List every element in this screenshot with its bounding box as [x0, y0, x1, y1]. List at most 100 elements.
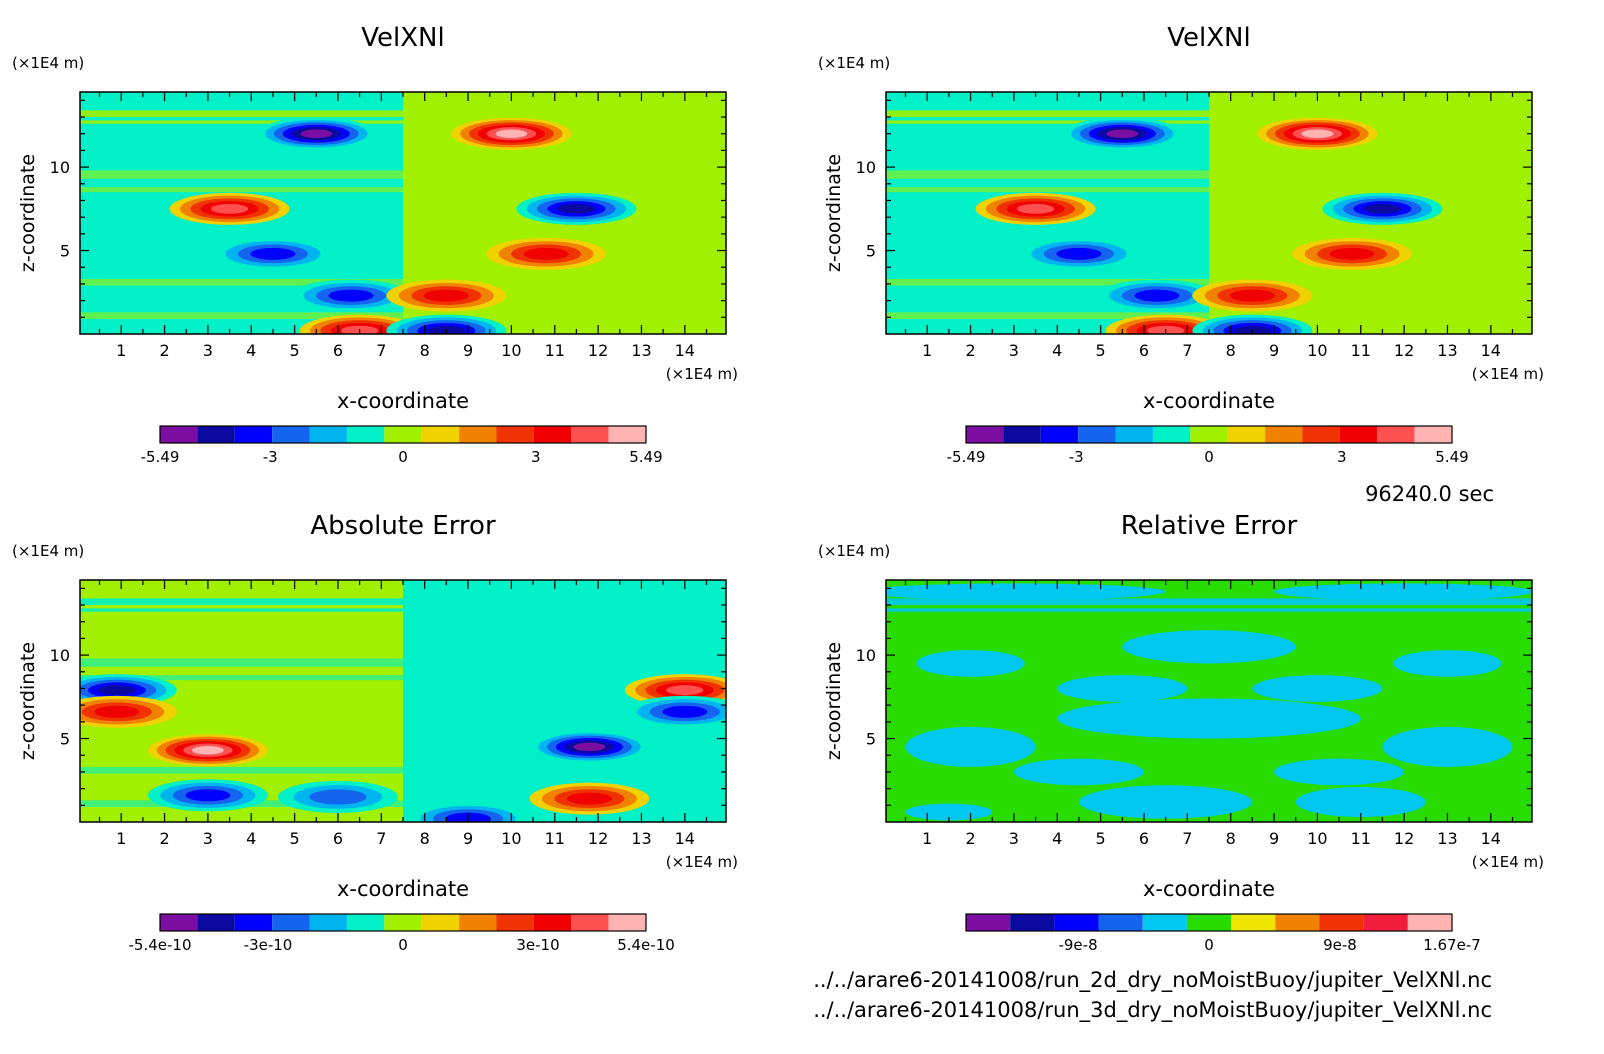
error-region — [1295, 786, 1426, 817]
plot-area — [886, 580, 1532, 822]
chart-2: VelXNl(×1E4 m)1 2 3 4 5 6 7 8 9 10 11 12 13 14510(×1E… — [818, 23, 1544, 466]
plot-area — [80, 580, 726, 822]
colorbar-segment — [1407, 914, 1452, 931]
x-tick-label: 12 — [1394, 829, 1414, 848]
colorbar-segment — [1040, 426, 1079, 443]
colorbar-segment — [966, 426, 1004, 443]
x-axis-title: x-coordinate — [337, 389, 469, 413]
colorbar-segment — [1190, 426, 1228, 443]
colorbar-segment — [197, 426, 235, 443]
colorbar-tick-label: -3 — [263, 448, 278, 466]
x-unit-label: (×1E4 m) — [1472, 853, 1544, 871]
colorbar-segment — [1186, 914, 1232, 931]
field-band — [80, 187, 726, 193]
x-tick-label: 9 — [1269, 341, 1279, 360]
contour-level — [1106, 129, 1139, 138]
field-band — [80, 658, 726, 667]
contour-level — [557, 203, 596, 214]
x-axis-title: x-coordinate — [337, 877, 469, 901]
x-tick-label: 11 — [545, 829, 565, 848]
x-tick-label: 3 — [1009, 341, 1019, 360]
colorbar-segment — [459, 914, 497, 931]
y-tick-label: 10 — [50, 646, 70, 665]
top-band — [886, 608, 1532, 612]
y-axis-title: z-coordinate — [17, 642, 39, 760]
x-tick-label: 10 — [1307, 829, 1327, 848]
colorbar-segment — [1302, 426, 1340, 443]
y-tick-label: 5 — [60, 730, 70, 749]
top-band — [886, 120, 1532, 124]
colorbar-tick-label: -5.49 — [141, 448, 180, 466]
contour-level — [1229, 289, 1275, 302]
error-region — [1393, 650, 1502, 677]
colorbar-tick-label: 0 — [1204, 448, 1214, 466]
colorbar-segment — [384, 426, 422, 443]
colorbar-segment — [966, 914, 1011, 931]
y-axis-title: z-coordinate — [17, 154, 39, 272]
x-tick-label: 2 — [159, 341, 169, 360]
x-tick-label: 1 — [922, 829, 932, 848]
contour-level — [1056, 247, 1102, 260]
x-tick-label: 6 — [1139, 341, 1149, 360]
colorbar-tick-label: 3 — [531, 448, 541, 466]
colorbar-tick-label: 5.4e-10 — [617, 936, 675, 954]
top-band — [80, 110, 726, 118]
field-band — [886, 170, 1532, 179]
error-region — [1274, 583, 1532, 601]
colorbar-segment — [234, 426, 273, 443]
y-unit-label: (×1E4 m) — [818, 542, 890, 560]
colorbar-segment — [1275, 914, 1320, 931]
top-band — [886, 110, 1532, 118]
error-region — [1274, 758, 1405, 786]
x-tick-label: 9 — [463, 341, 473, 360]
x-tick-label: 3 — [1009, 829, 1019, 848]
top-band — [80, 608, 726, 612]
x-tick-label: 1 — [116, 341, 126, 360]
colorbar-segment — [1377, 426, 1415, 443]
contour-level — [210, 203, 249, 214]
y-tick-label: 10 — [856, 646, 876, 665]
top-band — [886, 598, 1532, 606]
contour-level — [1329, 247, 1375, 260]
x-tick-label: 8 — [420, 829, 430, 848]
chart-title: Relative Error — [1121, 511, 1298, 541]
colorbar-tick-label: 3 — [1337, 448, 1347, 466]
contour-level — [250, 247, 296, 260]
colorbar-segment — [608, 914, 646, 931]
colorbar-segment — [160, 914, 198, 931]
contour-level — [495, 129, 528, 138]
x-tick-label: 7 — [1182, 829, 1192, 848]
colorbar-tick-label: 0 — [1204, 936, 1214, 954]
colorbar-segment — [1003, 426, 1041, 443]
x-tick-label: 8 — [420, 341, 430, 360]
chart-title: Absolute Error — [310, 511, 496, 541]
x-tick-label: 14 — [1481, 341, 1501, 360]
colorbar-segment — [1227, 426, 1266, 443]
y-tick-label: 10 — [50, 158, 70, 177]
colorbar-segment — [571, 914, 609, 931]
x-tick-label: 8 — [1226, 341, 1236, 360]
x-tick-label: 2 — [159, 829, 169, 848]
x-tick-label: 11 — [1351, 341, 1371, 360]
x-tick-label: 4 — [246, 341, 256, 360]
colorbar-segment — [346, 426, 385, 443]
colorbar-segment — [309, 914, 347, 931]
colorbar-segment — [1078, 426, 1116, 443]
contour-level — [1301, 129, 1334, 138]
x-tick-label: 1 — [922, 341, 932, 360]
colorbar-tick-label: 3e-10 — [516, 936, 559, 954]
field-band — [80, 800, 726, 807]
x-tick-label: 13 — [1437, 341, 1457, 360]
top-band — [80, 120, 726, 124]
x-tick-label: 5 — [290, 341, 300, 360]
colorbar-segment — [533, 426, 572, 443]
contour-level — [1363, 203, 1402, 214]
colorbar-segment — [1115, 426, 1153, 443]
x-tick-label: 4 — [246, 829, 256, 848]
contour-level — [523, 247, 569, 260]
contour-level — [662, 705, 708, 718]
colorbar-segment — [1142, 914, 1187, 931]
y-axis-title: z-coordinate — [823, 154, 845, 272]
colorbar-segment — [1319, 914, 1364, 931]
